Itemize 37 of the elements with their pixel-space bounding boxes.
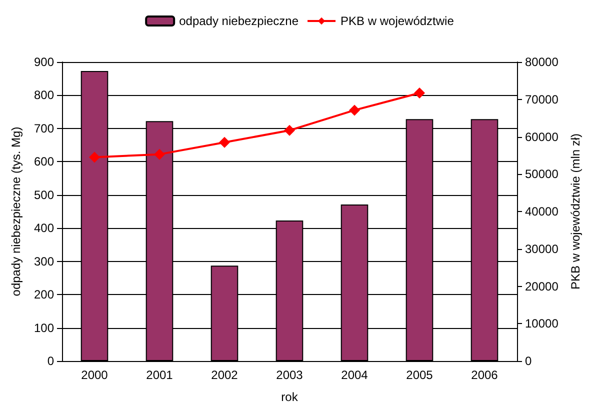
y-tick-label: 900 [34, 55, 54, 69]
y2-tick-label: 0 [525, 354, 532, 368]
y-tick-label: 0 [47, 354, 54, 368]
y-tick-label: 100 [34, 320, 54, 335]
point [154, 148, 165, 160]
x-axis-title: rok [281, 390, 299, 404]
point [219, 136, 230, 148]
y-tick-label: 800 [34, 88, 54, 102]
point [89, 152, 100, 163]
y2-tick-label: 70000 [525, 92, 559, 106]
x-tick-label: 2006 [471, 368, 498, 382]
x-tick-label: 2001 [146, 368, 174, 382]
point [414, 88, 425, 99]
legend-label: odpady niebezpieczne [179, 14, 299, 28]
y2-tick-label: 20000 [525, 279, 559, 294]
x-tick-label: 2005 [406, 368, 434, 382]
y-axis-title: odpady niebezpieczne (tys. Mg) [9, 126, 23, 296]
point [349, 104, 360, 116]
y-tick-label: 700 [34, 121, 54, 136]
y2-tick-label: 80000 [525, 55, 559, 69]
legend-label: PKB w województwie [340, 14, 454, 28]
y-tick-label: 600 [34, 154, 54, 169]
x-tick-label: 2002 [211, 368, 238, 382]
x-tick-label: 2000 [81, 368, 108, 382]
point [284, 124, 295, 136]
y-tick-label: 200 [34, 288, 54, 302]
y2-tick-label: 40000 [525, 204, 559, 218]
y2-tick-label: 10000 [525, 316, 559, 331]
x-tick-label: 2004 [341, 368, 368, 382]
y-tick-label: 500 [34, 188, 54, 202]
y2-tick-label: 50000 [525, 167, 559, 182]
y-tick-label: 300 [34, 254, 54, 268]
y-tick-label: 400 [34, 221, 54, 236]
x-tick-label: 2003 [276, 368, 304, 382]
y2-tick-label: 60000 [525, 130, 559, 144]
y2-axis-title: PKB w województwie (mln zł) [568, 133, 582, 290]
y2-tick-label: 30000 [525, 242, 559, 256]
